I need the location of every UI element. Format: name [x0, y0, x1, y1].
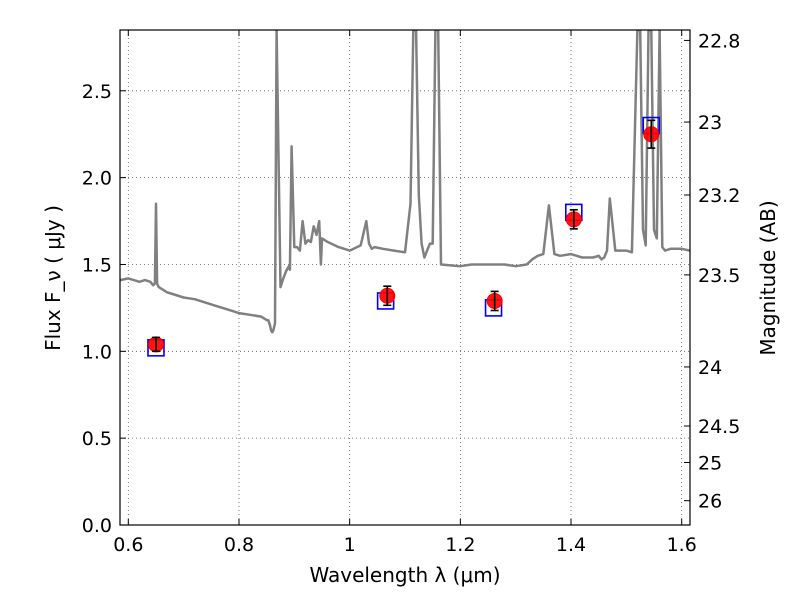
right-tick-label: 24.5 — [698, 416, 740, 438]
spectrum-line — [120, 30, 690, 334]
x-tick-label: 1.6 — [667, 534, 697, 556]
plot-frame — [119, 29, 691, 526]
right-tick-label: 23.5 — [698, 265, 740, 287]
right-tick-label: 25 — [698, 452, 722, 474]
right-tick-label: 26 — [698, 491, 722, 513]
x-axis-label: Wavelength λ (μm) — [309, 563, 500, 587]
x-tick-label: 0.6 — [113, 534, 143, 556]
right-tick-label: 22.8 — [698, 30, 740, 52]
x-tick-label: 1.2 — [445, 534, 475, 556]
right-tick-label: 24 — [698, 357, 722, 379]
y-tick-label: 2.5 — [82, 81, 112, 103]
y-tick-label: 0.5 — [82, 428, 112, 450]
x-tick-label: 1.4 — [556, 534, 586, 556]
x-tick-label: 1 — [344, 534, 356, 556]
y-tick-label: 2.0 — [82, 168, 112, 190]
y-axis-label: Flux F_ν ( μJy ) — [41, 205, 65, 351]
x-tick-label: 0.8 — [224, 534, 254, 556]
y-tick-label: 0.0 — [82, 515, 112, 537]
y-tick-label: 1.5 — [82, 254, 112, 276]
right-tick-label: 23.2 — [698, 185, 740, 207]
axis-ticks: 0.6 0.8 1 1.2 1.4 1.6 0.0 0.5 1.0 1.5 2.0 2.5 22.8 23… — [82, 30, 740, 556]
series-layer — [120, 30, 690, 334]
y-tick-label: 1.0 — [82, 341, 112, 363]
right-tick-label: 23 — [698, 112, 722, 134]
right-axis-label: Magnitude (AB) — [756, 200, 780, 355]
markers-layer — [147, 116, 661, 357]
